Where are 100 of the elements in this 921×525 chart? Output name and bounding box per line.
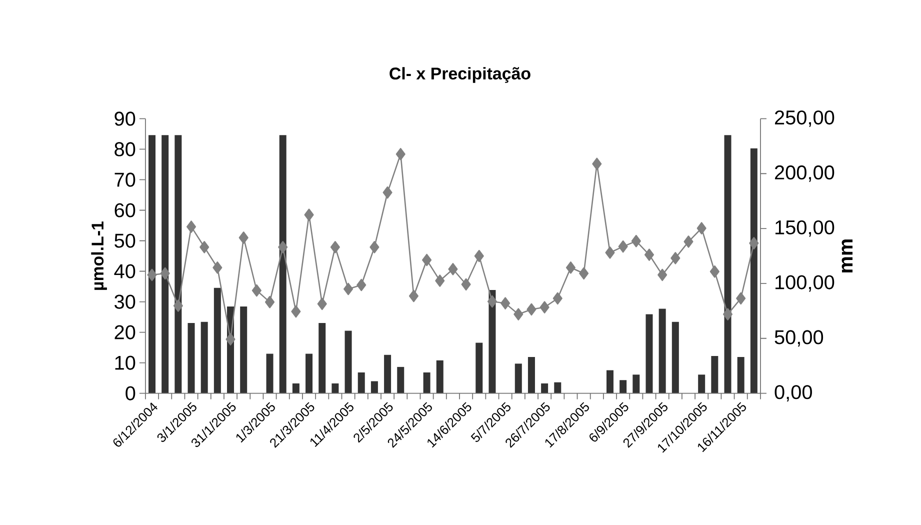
bar (620, 380, 627, 394)
point (238, 232, 248, 244)
point (408, 290, 418, 302)
bar (514, 364, 522, 394)
bar (370, 381, 378, 394)
bar (724, 135, 732, 394)
bar (266, 354, 274, 394)
point (226, 333, 236, 346)
point (370, 241, 380, 254)
y-tick-label: 30 (114, 294, 136, 309)
bar (358, 372, 365, 394)
bar (200, 322, 208, 394)
point (592, 158, 602, 170)
bar (711, 356, 718, 394)
y-tick-label: 60 (114, 203, 136, 218)
bar (306, 354, 313, 394)
point (160, 267, 170, 280)
y-tick-label: 0 (126, 386, 136, 400)
point (487, 295, 497, 308)
point (514, 308, 524, 320)
point (710, 265, 720, 278)
point (749, 237, 759, 250)
bar (750, 148, 758, 394)
point (500, 297, 510, 310)
bar (554, 382, 562, 394)
point (696, 222, 706, 234)
point (396, 148, 406, 160)
point (552, 292, 562, 305)
bar (344, 330, 352, 394)
bar (658, 308, 666, 394)
bar (476, 342, 483, 394)
point (474, 250, 484, 262)
point (173, 300, 183, 312)
point (618, 240, 628, 253)
point (670, 252, 680, 264)
bar (279, 135, 286, 394)
point (658, 268, 668, 282)
point (147, 268, 157, 282)
bar (737, 357, 744, 394)
bar (332, 383, 339, 394)
point (722, 308, 733, 320)
y2-tick-label: 150,00 (776, 220, 834, 237)
bar (632, 374, 640, 394)
y-tick-label: 50 (114, 234, 136, 248)
y-tick-label: 70 (114, 172, 136, 187)
bar (188, 323, 195, 394)
bar (436, 360, 444, 394)
y-tick-label: 10 (115, 356, 136, 370)
y2-tick-label: 100,00 (776, 275, 834, 292)
point (330, 241, 340, 254)
point (356, 278, 366, 292)
bar (318, 323, 326, 394)
point (317, 298, 327, 310)
point (212, 261, 222, 274)
point (540, 301, 550, 314)
bar (240, 306, 248, 394)
y-axis-title: µmol.L-1 (91, 221, 107, 290)
bar (541, 383, 548, 394)
bar (148, 135, 156, 394)
point (200, 241, 210, 254)
y2-tick-label: 0,00 (774, 385, 812, 402)
y2-tick-label: 200,00 (774, 165, 834, 182)
point (186, 220, 196, 233)
y-tick-label: 90 (114, 112, 136, 126)
point (526, 303, 536, 316)
point (579, 267, 589, 280)
bar (214, 288, 221, 394)
point (448, 262, 458, 276)
y2-tick-label: 250,00 (774, 110, 834, 127)
point (736, 292, 746, 305)
bar (174, 135, 182, 394)
bar (606, 370, 614, 394)
point (264, 296, 275, 308)
point (631, 234, 641, 248)
bar (423, 372, 430, 394)
bar (646, 314, 653, 394)
bar (384, 354, 392, 394)
point (291, 305, 301, 318)
y-tick-label: 40 (114, 264, 136, 278)
point (252, 284, 262, 297)
point (605, 246, 615, 259)
point (644, 248, 654, 261)
y2-tick-label: 50,00 (774, 330, 824, 347)
bar (698, 374, 706, 394)
bar (672, 322, 679, 394)
y-tick-label: 80 (114, 142, 136, 156)
bar (528, 357, 535, 394)
point (422, 254, 432, 266)
point (304, 208, 314, 221)
bar (292, 383, 300, 394)
point (566, 261, 576, 274)
chart-title: Cl- x Precipitação (390, 67, 530, 83)
point (435, 274, 445, 287)
point (278, 241, 288, 254)
bar (162, 135, 169, 394)
point (344, 282, 354, 296)
bar (488, 290, 496, 394)
y2-axis-title: mm (842, 240, 853, 272)
y-tick-label: 20 (114, 325, 136, 340)
bar (397, 366, 404, 394)
